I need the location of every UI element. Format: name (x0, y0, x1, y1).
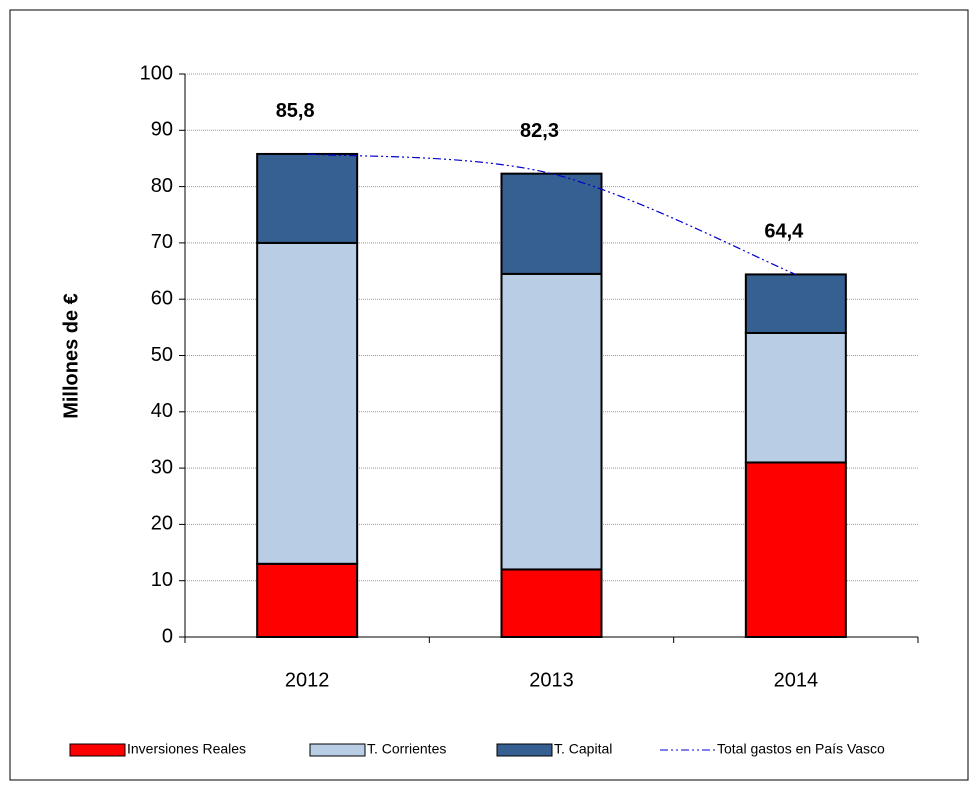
x-tick-label: 2013 (529, 669, 574, 691)
legend-marker (309, 743, 366, 757)
y-tick-label: 10 (151, 569, 173, 591)
legend-marker (69, 743, 126, 757)
data-label: 85,8 (276, 100, 315, 122)
bar (500, 568, 603, 638)
y-tick-label: 90 (151, 119, 173, 141)
y-tick-label: 20 (151, 513, 173, 535)
x-tick-label: 2012 (285, 669, 330, 691)
legend-label: T. Corrientes (367, 741, 446, 757)
bar (256, 241, 359, 565)
bar (744, 331, 847, 464)
bar (500, 172, 603, 275)
data-label: 64,4 (764, 221, 804, 243)
legend-label: Inversiones Reales (127, 741, 246, 757)
y-tick-label: 30 (151, 456, 173, 478)
x-tick-label: 2014 (774, 669, 819, 691)
y-tick-label: 70 (151, 231, 173, 253)
legend-label: T. Capital (554, 741, 612, 757)
bar (744, 273, 847, 334)
y-tick-label: 0 (162, 625, 173, 647)
line (307, 153, 797, 275)
bar (500, 272, 603, 571)
y-tick-label: 50 (151, 344, 173, 366)
y-axis-title: Millones de € (60, 293, 82, 419)
data-label: 82,3 (520, 120, 559, 142)
y-tick-label: 100 (140, 62, 173, 84)
bar (256, 152, 359, 244)
y-tick-label: 80 (151, 175, 173, 197)
bar (256, 562, 359, 638)
y-tick-label: 40 (151, 400, 173, 422)
legend-label: Total gastos en País Vasco (717, 741, 885, 757)
legend-marker (496, 743, 553, 757)
bar (744, 461, 847, 638)
y-tick-label: 60 (151, 287, 173, 309)
